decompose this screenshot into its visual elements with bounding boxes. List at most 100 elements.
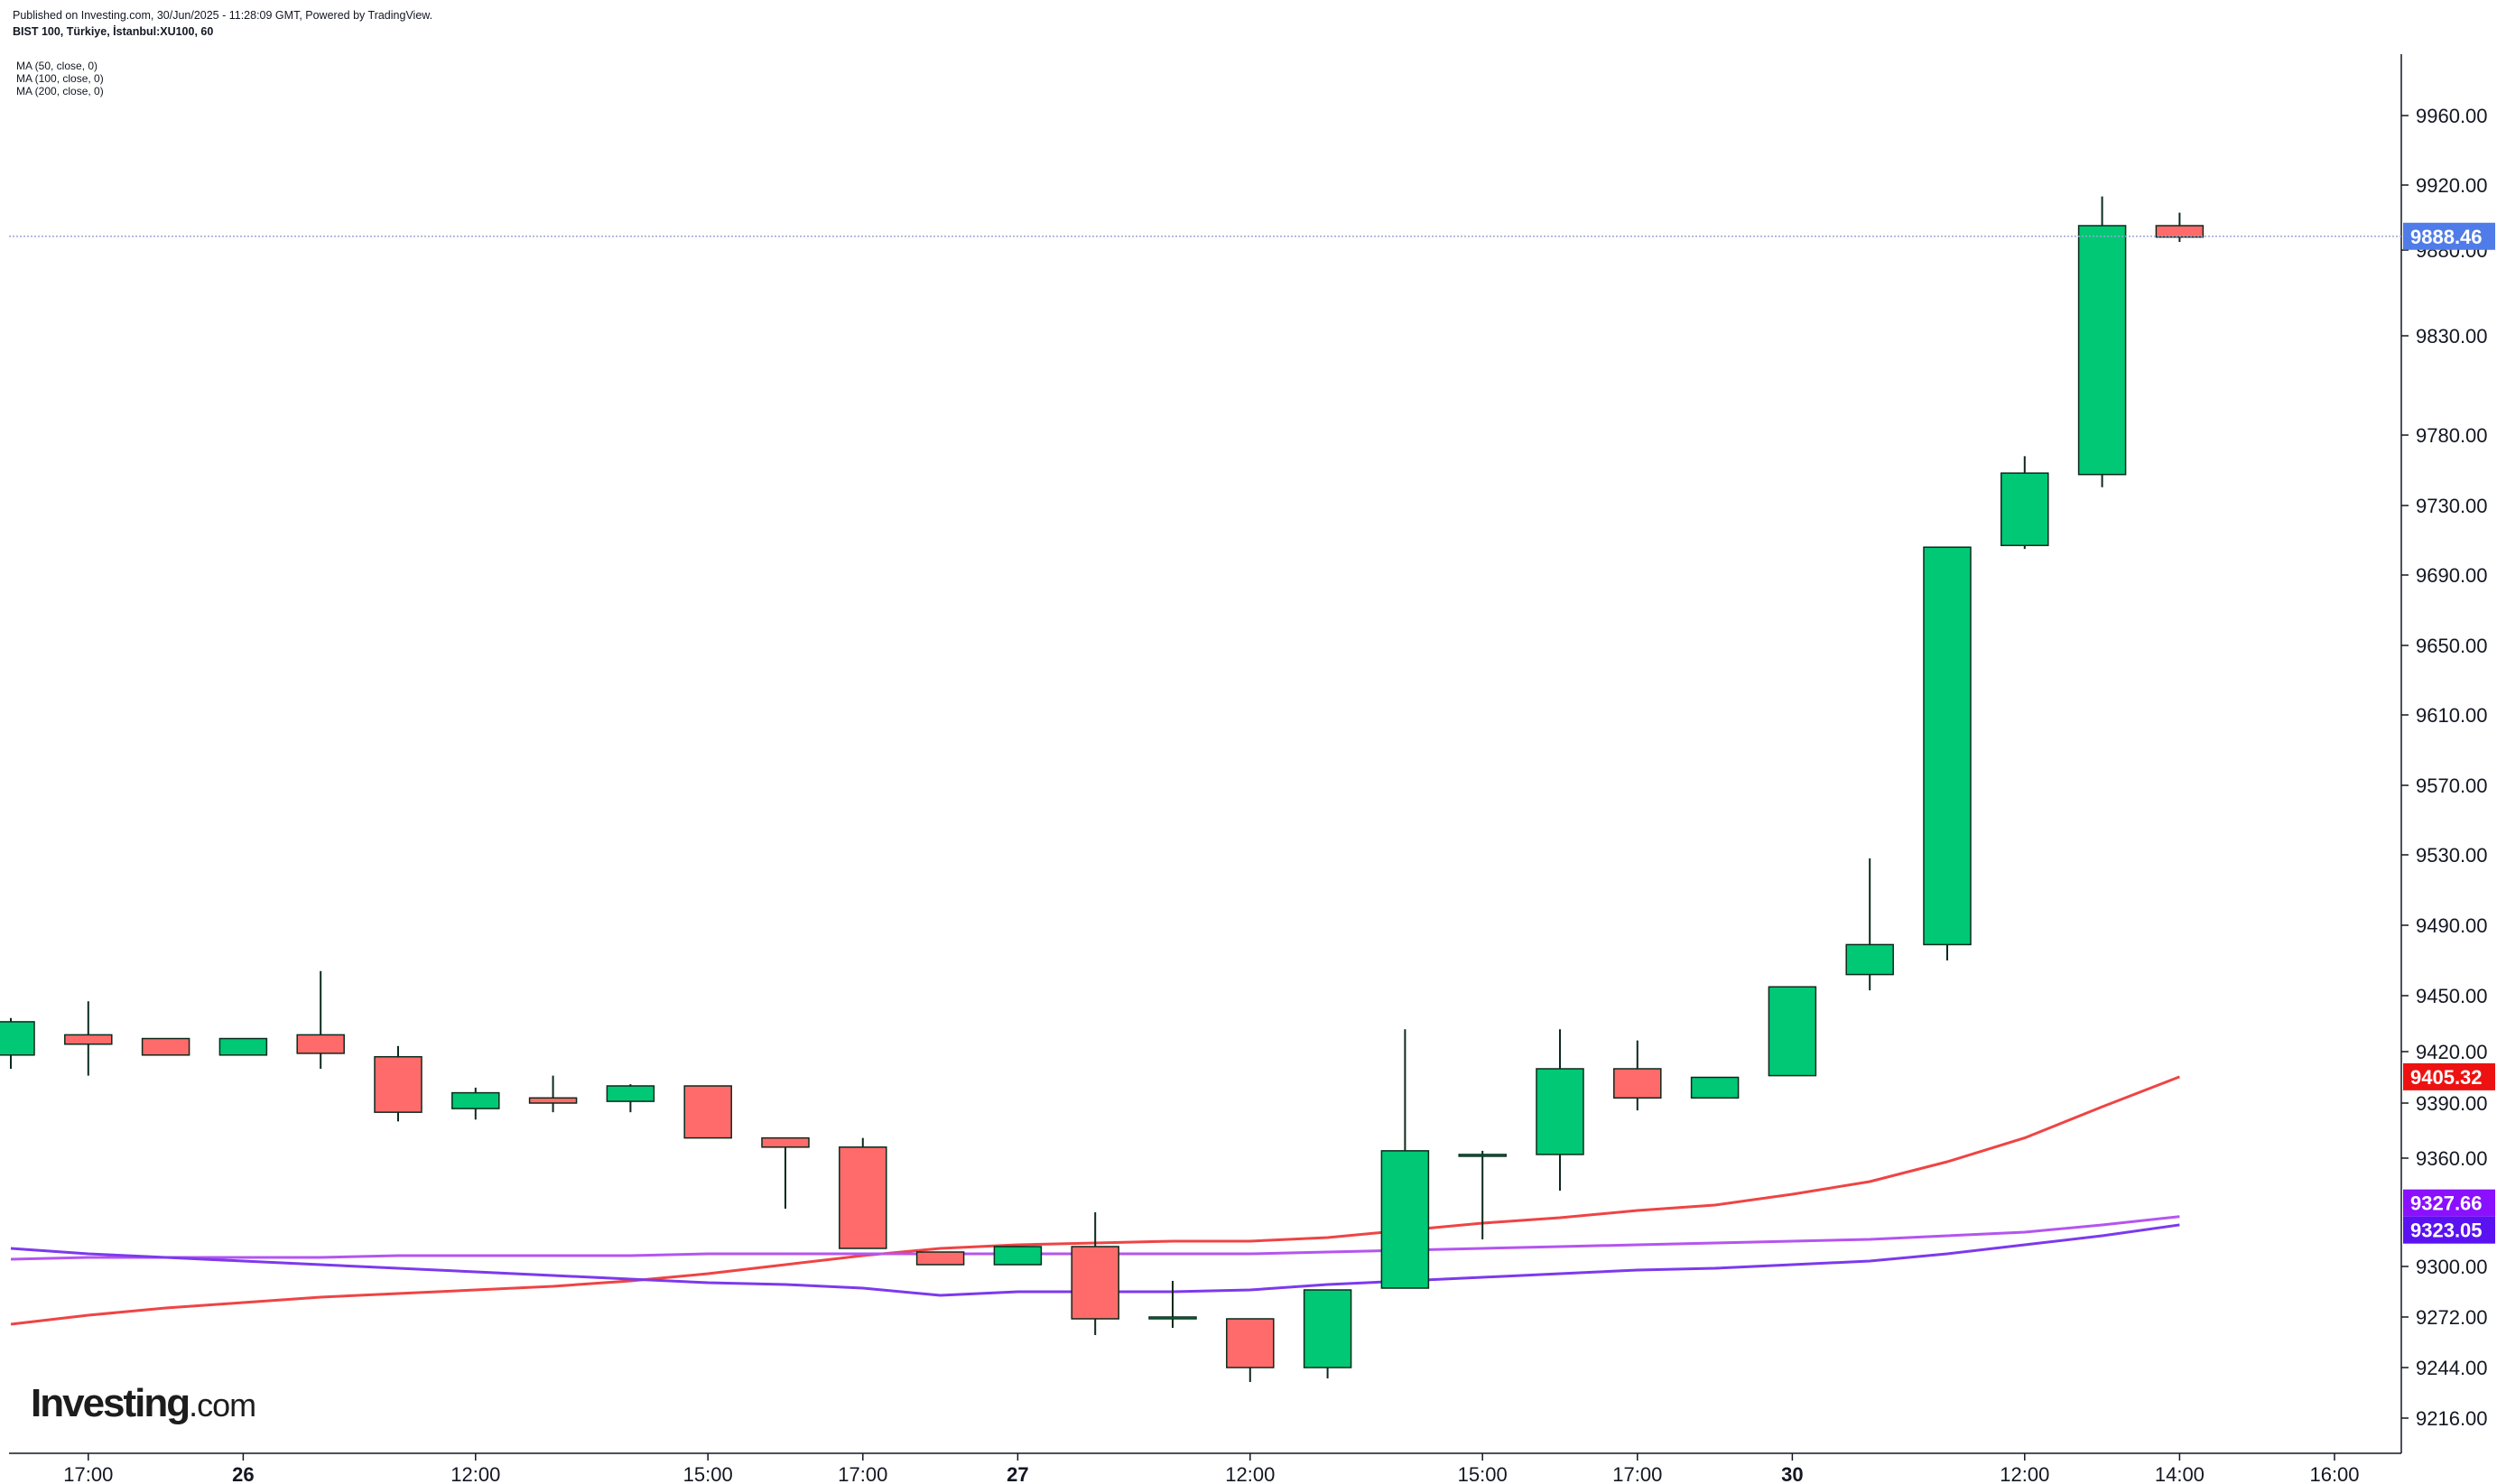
x-tick-label: 17:00 (1612, 1463, 1662, 1484)
candle-body (0, 1021, 35, 1056)
candle (1536, 1029, 1584, 1191)
y-tick-label: 9610.00 (2416, 704, 2488, 727)
candle-body (374, 1055, 422, 1113)
x-axis-ticks: 17:00 26 12:00 15:00 17:00 27 12:00 15:00 17:00 3… (63, 1453, 2360, 1484)
ma50-tag: 9405.32 (2410, 1066, 2483, 1089)
candle-body (528, 1097, 578, 1104)
y-tick-label: 9690.00 (2416, 564, 2488, 587)
x-tick-label: 12:00 (2000, 1463, 2049, 1484)
investing-logo: Investing.com (31, 1381, 256, 1426)
candle-body (915, 1251, 965, 1266)
candle-body (1845, 943, 1894, 976)
candle-body (1536, 1068, 1584, 1155)
x-tick-label: 17:00 (838, 1463, 887, 1484)
legend-ma50[interactable]: MA (50, close, 0) (16, 60, 98, 72)
candle (683, 1085, 732, 1139)
candle-body (2155, 225, 2205, 238)
y-tick-label: 9570.00 (2416, 774, 2488, 797)
axes (9, 54, 2402, 1454)
y-axis-ticks: 9960.009920.009880.009830.009780.009730.… (2401, 105, 2488, 1430)
candle-body (1303, 1289, 1352, 1368)
candle-body (1071, 1246, 1119, 1320)
candle-body (64, 1034, 113, 1045)
candle (915, 1251, 965, 1266)
candle-body (296, 1034, 345, 1054)
candle (2000, 456, 2049, 550)
y-tick-label: 9216.00 (2416, 1407, 2488, 1430)
candle (1071, 1212, 1119, 1335)
candle-body (606, 1085, 655, 1102)
y-tick-label: 9420.00 (2416, 1041, 2488, 1063)
candle-body (1613, 1068, 1662, 1099)
ma-legend: MA (50, close, 0) MA (100, close, 0) MA … (16, 60, 104, 97)
candle-body (683, 1085, 732, 1139)
published-line: Published on Investing.com, 30/Jun/2025 … (13, 9, 433, 22)
candle-body (2000, 472, 2049, 547)
candle (1768, 986, 1817, 1077)
x-tick-label: 15:00 (683, 1463, 733, 1484)
candle-body (1458, 1154, 1507, 1157)
candle (1458, 1150, 1507, 1239)
x-tick-label: 26 (232, 1463, 254, 1484)
ma100-tag-bg (2403, 1189, 2495, 1217)
x-tick-label: 12:00 (1225, 1463, 1275, 1484)
x-tick-label: 27 (1007, 1463, 1028, 1484)
candle-body (1380, 1150, 1430, 1289)
candle-body (1690, 1076, 1740, 1099)
y-tick-label: 9300.00 (2416, 1256, 2488, 1278)
logo-main: Investing (31, 1381, 190, 1425)
last-price-tag-bg (2403, 222, 2495, 250)
legend-ma200[interactable]: MA (200, close, 0) (16, 85, 104, 97)
candle (1303, 1289, 1352, 1378)
candle-body (451, 1091, 500, 1109)
candle (141, 1037, 190, 1056)
candle (2155, 212, 2205, 242)
candle-body (1148, 1316, 1197, 1320)
candle-body (2077, 225, 2127, 476)
candle (993, 1246, 1043, 1266)
legend-ma100[interactable]: MA (100, close, 0) (16, 72, 104, 85)
x-tick-label: 14:00 (2155, 1463, 2205, 1484)
candle (218, 1037, 268, 1056)
y-tick-label: 9830.00 (2416, 325, 2488, 348)
candle-body (218, 1037, 268, 1056)
candle (528, 1075, 578, 1113)
candle-body (761, 1136, 810, 1148)
y-tick-label: 9730.00 (2416, 495, 2488, 517)
y-tick-label: 9272.00 (2416, 1306, 2488, 1329)
y-tick-label: 9390.00 (2416, 1092, 2488, 1115)
candle (1690, 1076, 1740, 1099)
candle (761, 1136, 810, 1209)
y-tick-label: 9780.00 (2416, 424, 2488, 447)
candle (839, 1137, 887, 1249)
last-price-tag: 9888.46 (2410, 226, 2483, 248)
candle (2077, 196, 2127, 487)
y-tick-label: 9360.00 (2416, 1147, 2488, 1170)
y-tick-label: 9960.00 (2416, 105, 2488, 127)
ma100-tag: 9327.66 (2410, 1192, 2483, 1215)
x-tick-label: 16:00 (2309, 1463, 2359, 1484)
ma200-tag: 9323.05 (2410, 1220, 2483, 1242)
y-tick-label: 9530.00 (2416, 844, 2488, 867)
candle-body (1226, 1318, 1275, 1368)
symbol-title: BIST 100, Türkiye, İstanbul:XU100, 60 (13, 25, 214, 38)
candle (1845, 858, 1894, 991)
x-tick-label: 30 (1781, 1463, 1803, 1484)
ma50-tag-bg (2403, 1062, 2495, 1090)
chart-header: Published on Investing.com, 30/Jun/2025 … (13, 7, 432, 40)
candle-body (839, 1146, 887, 1249)
candle (1226, 1318, 1275, 1382)
candle (1613, 1040, 1662, 1111)
y-tick-label: 9450.00 (2416, 985, 2488, 1007)
candle (1380, 1029, 1430, 1289)
x-tick-label: 17:00 (63, 1463, 113, 1484)
candle (296, 970, 345, 1069)
candle (374, 1045, 422, 1122)
candle (606, 1084, 655, 1113)
candle-body (141, 1037, 190, 1056)
candle (451, 1087, 500, 1120)
x-tick-label: 15:00 (1458, 1463, 1508, 1484)
y-tick-label: 9490.00 (2416, 914, 2488, 937)
candle-body (1923, 546, 1972, 946)
